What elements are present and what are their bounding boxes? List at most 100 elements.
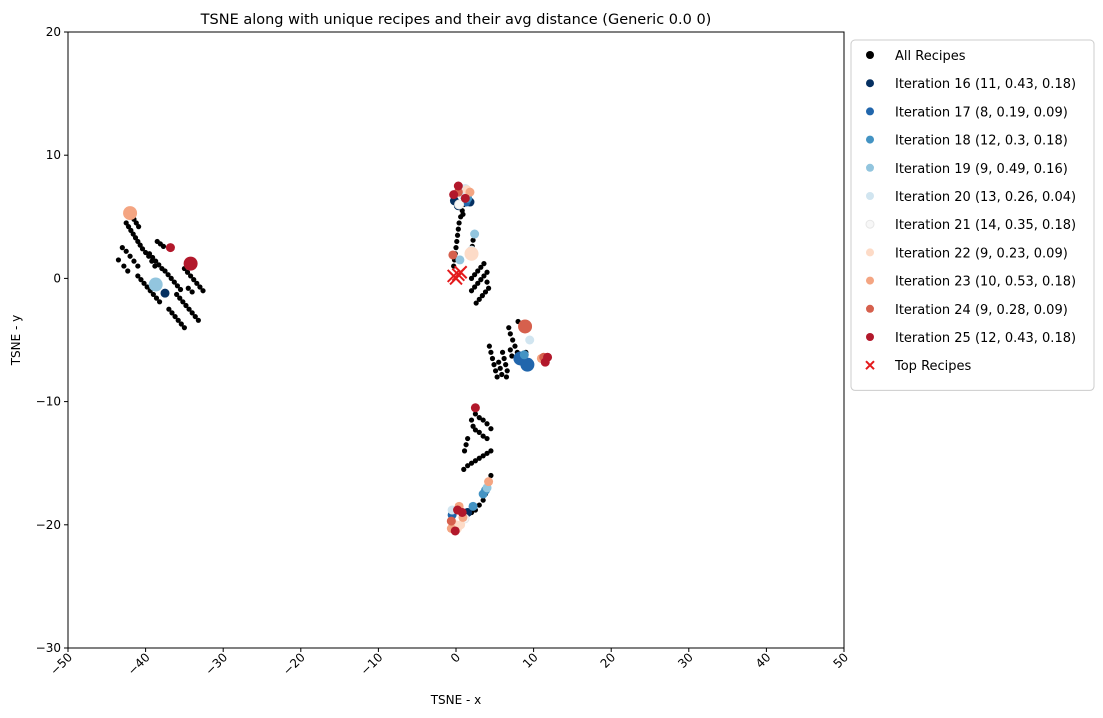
legend-marker [866, 248, 874, 257]
x-tick-label: −30 [203, 650, 231, 678]
data-point [465, 463, 471, 469]
legend-item: Iteration 25 (12, 0.43, 0.18) [866, 331, 1076, 346]
data-point [171, 279, 177, 285]
data-point [460, 193, 470, 203]
legend-marker [866, 333, 874, 341]
data-point [509, 353, 515, 359]
data-point [165, 272, 171, 278]
data-point [453, 505, 463, 515]
data-point [470, 229, 480, 239]
data-point [476, 502, 482, 508]
data-point [148, 277, 163, 292]
legend-label: Iteration 24 (9, 0.28, 0.09) [895, 303, 1068, 318]
legend-marker [866, 79, 874, 88]
data-point [463, 442, 469, 448]
data-point [183, 256, 198, 271]
data-point [468, 417, 475, 423]
series-10 [165, 181, 553, 536]
legend-marker [865, 219, 875, 229]
data-point [468, 460, 475, 466]
data-point [455, 255, 465, 265]
data-point [180, 299, 186, 305]
legend-label: Top Recipes [894, 359, 972, 374]
data-point [492, 368, 499, 374]
data-point [186, 306, 192, 312]
data-point [178, 321, 184, 327]
data-point [465, 187, 475, 197]
data-point [197, 284, 203, 290]
data-point [510, 337, 516, 343]
series-8 [123, 187, 546, 533]
data-point [484, 421, 490, 427]
data-point [494, 374, 500, 380]
data-point [131, 258, 137, 264]
legend-item: Iteration 17 (8, 0.19, 0.09) [866, 105, 1068, 120]
x-tick-label: 40 [753, 650, 774, 671]
data-point [484, 435, 490, 442]
data-point [446, 516, 456, 526]
data-point [144, 284, 150, 290]
data-point [464, 246, 479, 261]
data-point [480, 417, 486, 423]
data-point [470, 423, 476, 429]
data-point [484, 450, 490, 456]
legend-item: Iteration 18 (12, 0.3, 0.18) [866, 134, 1068, 149]
data-point [478, 264, 484, 270]
data-point [468, 501, 478, 511]
data-point [507, 347, 513, 353]
series-11 [446, 265, 468, 286]
y-axis-label: TSNE - y [9, 315, 23, 367]
data-point [454, 199, 465, 210]
data-point [472, 284, 478, 290]
legend-marker [866, 276, 874, 285]
data-point [480, 453, 486, 459]
data-point [192, 313, 198, 320]
data-point [449, 190, 459, 200]
data-point [172, 313, 178, 320]
data-point [138, 277, 144, 283]
legend-item: Iteration 21 (14, 0.35, 0.18) [865, 218, 1076, 233]
data-point [503, 374, 510, 380]
data-point [478, 277, 484, 283]
y-tick-label: 0 [53, 271, 61, 285]
data-point [476, 296, 482, 302]
y-tick-label: −30 [36, 641, 61, 655]
data-point [169, 310, 175, 316]
data-point [455, 226, 461, 232]
y-tick-label: −20 [36, 518, 61, 532]
data-point [507, 331, 513, 337]
data-point [479, 293, 485, 299]
x-tick-label: −10 [358, 650, 386, 678]
data-point [497, 365, 503, 371]
data-point [123, 206, 138, 221]
data-point [115, 257, 122, 263]
data-point [128, 227, 134, 233]
x-tick-label: 30 [675, 650, 696, 671]
data-point [488, 426, 494, 432]
legend-item: Iteration 20 (13, 0.26, 0.04) [866, 190, 1076, 205]
legend-label: All Recipes [895, 49, 966, 64]
legend-label: Iteration 19 (9, 0.49, 0.16) [895, 162, 1068, 177]
legend-item: Iteration 23 (10, 0.53, 0.18) [866, 275, 1076, 290]
data-point [174, 291, 180, 298]
data-point [153, 258, 159, 264]
data-point [123, 248, 129, 254]
data-point [200, 288, 206, 294]
data-point [125, 224, 132, 230]
x-tick-label: 10 [520, 650, 541, 671]
y-tick-label: −10 [36, 395, 61, 409]
data-point [503, 362, 509, 368]
data-point [456, 520, 466, 530]
data-point [119, 245, 125, 251]
x-tick-label: −40 [125, 650, 153, 678]
x-tick-label: 50 [830, 650, 851, 671]
data-point [181, 325, 187, 331]
legend-marker [866, 51, 874, 59]
legend-label: Iteration 18 (12, 0.3, 0.18) [895, 134, 1068, 149]
data-point [486, 343, 492, 349]
chart-title: TSNE along with unique recipes and their… [200, 12, 712, 28]
data-point [132, 235, 139, 241]
data-point [481, 273, 487, 279]
data-point [175, 317, 181, 323]
